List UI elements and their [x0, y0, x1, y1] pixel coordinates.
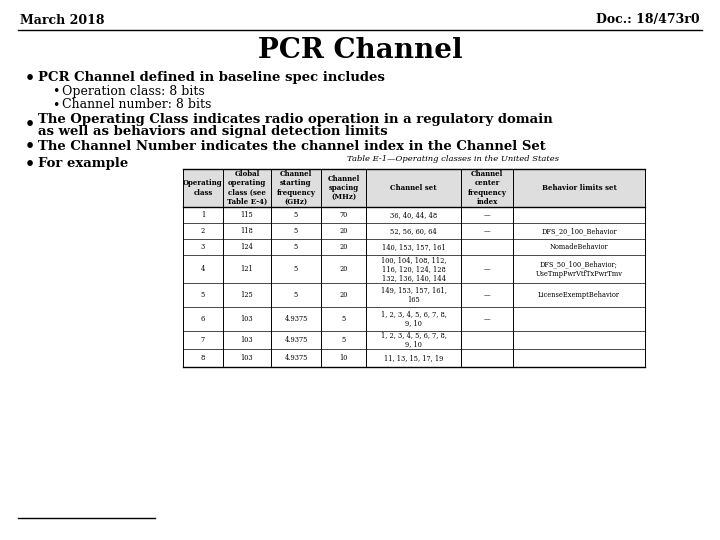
Text: 103: 103 [240, 336, 253, 344]
Text: •: • [25, 116, 35, 132]
Text: Channel
spacing
(MHz): Channel spacing (MHz) [328, 175, 360, 201]
Text: •: • [52, 85, 59, 98]
Text: 10: 10 [339, 354, 348, 362]
Text: 103: 103 [240, 315, 253, 323]
Text: 140, 153, 157, 161: 140, 153, 157, 161 [382, 243, 445, 251]
Text: 5: 5 [294, 243, 298, 251]
Text: 6: 6 [201, 315, 205, 323]
Text: 5: 5 [341, 336, 346, 344]
Text: The Channel Number indicates the channel index in the Channel Set: The Channel Number indicates the channel… [38, 140, 546, 153]
Text: Channel
center
frequency
index: Channel center frequency index [467, 170, 506, 206]
Text: March 2018: March 2018 [20, 14, 104, 26]
Text: —: — [484, 227, 490, 235]
Text: 4: 4 [201, 265, 205, 273]
Text: 1, 2, 3, 4, 5, 6, 7, 8,
9, 10: 1, 2, 3, 4, 5, 6, 7, 8, 9, 10 [381, 310, 446, 328]
Text: 1, 2, 3, 4, 5, 6, 7, 8,
9, 10: 1, 2, 3, 4, 5, 6, 7, 8, 9, 10 [381, 332, 446, 349]
Text: •: • [25, 156, 35, 172]
Text: DFS_20_100_Behavior: DFS_20_100_Behavior [541, 227, 617, 235]
Text: 125: 125 [240, 291, 253, 299]
Text: 2: 2 [201, 227, 205, 235]
Text: 52, 56, 60, 64: 52, 56, 60, 64 [390, 227, 437, 235]
Text: 149, 153, 157, 161,
165: 149, 153, 157, 161, 165 [381, 286, 446, 303]
Text: 5: 5 [341, 315, 346, 323]
Text: NomadeBehavior: NomadeBehavior [549, 243, 608, 251]
Text: Operation class: 8 bits: Operation class: 8 bits [62, 85, 204, 98]
Text: 5: 5 [294, 211, 298, 219]
Text: 3: 3 [201, 243, 205, 251]
Text: Global
operating
class (see
Table E-4): Global operating class (see Table E-4) [227, 170, 267, 206]
Text: 5: 5 [294, 227, 298, 235]
Text: Table E-1—Operating classes in the United States: Table E-1—Operating classes in the Unite… [347, 155, 559, 163]
Text: 118: 118 [240, 227, 253, 235]
Text: 5: 5 [201, 291, 205, 299]
Text: Channel set: Channel set [390, 184, 437, 192]
Text: 7: 7 [201, 336, 205, 344]
Text: LicenseExemptBehavior: LicenseExemptBehavior [538, 291, 620, 299]
Text: —: — [484, 315, 490, 323]
Text: Channel
starting
frequency
(GHz): Channel starting frequency (GHz) [276, 170, 315, 206]
Text: 8: 8 [201, 354, 205, 362]
Text: 5: 5 [294, 291, 298, 299]
Text: 124: 124 [240, 243, 253, 251]
Text: 4.9375: 4.9375 [284, 315, 307, 323]
Text: —: — [484, 291, 490, 299]
Text: —: — [484, 265, 490, 273]
Text: 115: 115 [240, 211, 253, 219]
Text: 103: 103 [240, 354, 253, 362]
Text: Operating
class: Operating class [183, 179, 222, 197]
Text: 121: 121 [240, 265, 253, 273]
Text: as well as behaviors and signal detection limits: as well as behaviors and signal detectio… [38, 125, 387, 138]
Text: 100, 104, 108, 112,
116, 120, 124, 128
132, 136, 140, 144: 100, 104, 108, 112, 116, 120, 124, 128 1… [381, 256, 446, 282]
Text: PCR Channel defined in baseline spec includes: PCR Channel defined in baseline spec inc… [38, 71, 385, 84]
Text: 5: 5 [294, 265, 298, 273]
Bar [183, 169, 645, 207]
Text: 36, 40, 44, 48: 36, 40, 44, 48 [390, 211, 437, 219]
Text: 11, 13, 15, 17, 19: 11, 13, 15, 17, 19 [384, 354, 444, 362]
Text: The Operating Class indicates radio operation in a regulatory domain: The Operating Class indicates radio oper… [38, 112, 553, 125]
Text: Channel number: 8 bits: Channel number: 8 bits [62, 98, 212, 111]
Text: 4.9375: 4.9375 [284, 336, 307, 344]
Text: •: • [25, 70, 35, 86]
Text: Behavior limits set: Behavior limits set [541, 184, 616, 192]
Text: For example: For example [38, 158, 128, 171]
Text: •: • [52, 98, 59, 111]
Text: DFS_50_100_Behavior;
UseTmpPwrVtfTxPwrTmv: DFS_50_100_Behavior; UseTmpPwrVtfTxPwrTm… [536, 260, 623, 278]
Text: 20: 20 [339, 291, 348, 299]
Text: 70: 70 [339, 211, 348, 219]
Text: —: — [484, 211, 490, 219]
Text: 20: 20 [339, 265, 348, 273]
Text: 1: 1 [201, 211, 205, 219]
Text: 4.9375: 4.9375 [284, 354, 307, 362]
Text: •: • [25, 138, 35, 156]
Text: Doc.: 18/473r0: Doc.: 18/473r0 [596, 14, 700, 26]
Text: 20: 20 [339, 227, 348, 235]
Text: 20: 20 [339, 243, 348, 251]
Text: PCR Channel: PCR Channel [258, 37, 462, 64]
